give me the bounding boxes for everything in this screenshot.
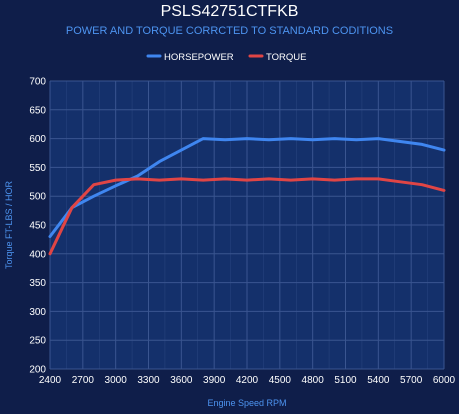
- x-tick-label: 4200: [236, 375, 259, 386]
- series-line-torque: [48, 177, 446, 256]
- x-tick-label: 5400: [367, 375, 390, 386]
- y-tick-label: 550: [29, 163, 46, 174]
- x-tick-label: 2400: [39, 375, 62, 386]
- y-tick-label: 300: [29, 307, 46, 318]
- series-line-horsepower: [48, 137, 446, 238]
- y-tick-label: 350: [29, 278, 46, 289]
- x-axis-label: Engine Speed RPM: [207, 398, 286, 408]
- chart-title: PSLS42751CTFKB: [160, 3, 299, 20]
- x-tick-label: 3600: [170, 375, 193, 386]
- y-tick-label: 500: [29, 192, 46, 203]
- x-tick-label: 4800: [302, 375, 325, 386]
- y-tick-label: 400: [29, 249, 46, 260]
- legend-label-horsepower: HORSEPOWER: [164, 52, 234, 63]
- x-tick-label: 5700: [400, 375, 423, 386]
- x-tick-label: 3300: [137, 375, 160, 386]
- y-tick-label: 250: [29, 336, 46, 347]
- y-tick-label: 450: [29, 221, 46, 232]
- x-tick-label: 3900: [203, 375, 226, 386]
- y-tick-label: 600: [29, 134, 46, 145]
- chart-subtitle: POWER AND TORQUE CORRCTED TO STANDARD CO…: [65, 25, 394, 37]
- x-tick-label: 6000: [433, 375, 456, 386]
- x-tick-label: 2700: [72, 375, 95, 386]
- y-axis-label: Torque FT-LBS / HOR: [4, 180, 14, 269]
- x-tick-label: 3000: [105, 375, 128, 386]
- x-tick-label: 5100: [334, 375, 357, 386]
- y-tick-label: 700: [29, 77, 46, 88]
- y-tick-label: 650: [29, 105, 46, 116]
- x-tick-label: 4500: [269, 375, 292, 386]
- legend-label-torque: TORQUE: [266, 52, 306, 63]
- y-tick-label: 200: [29, 365, 46, 376]
